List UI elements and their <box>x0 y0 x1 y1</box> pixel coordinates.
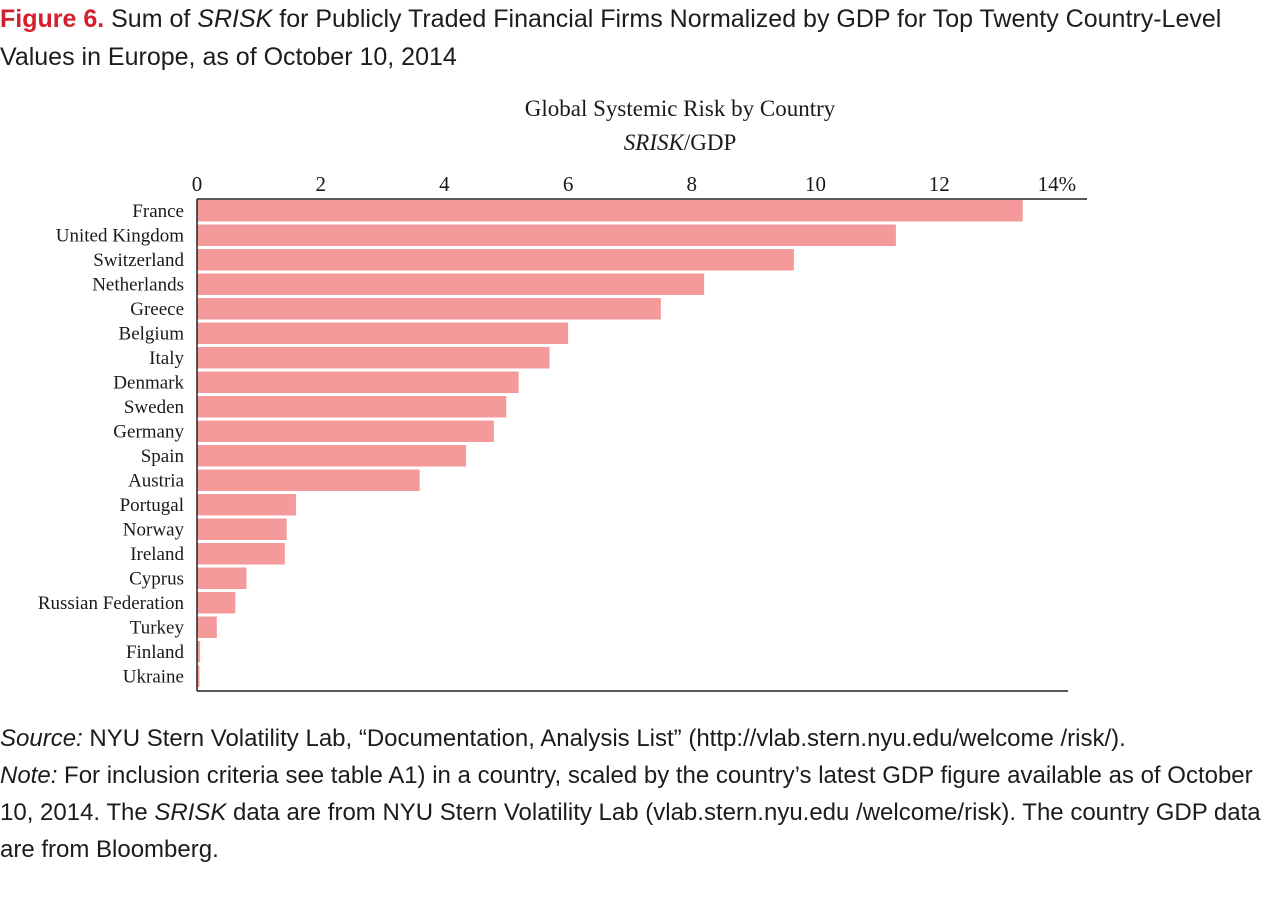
category-label: United Kingdom <box>56 225 184 246</box>
bar <box>197 592 236 614</box>
note-paragraph: Note: For inclusion criteria see table A… <box>0 757 1275 868</box>
x-tick-labels: 0 2 4 6 8 10 12 14% <box>192 172 1076 196</box>
bar <box>197 347 550 369</box>
bar <box>197 322 569 344</box>
bar <box>197 200 1023 222</box>
figure-label: Figure 6. <box>0 5 105 33</box>
bar <box>197 371 519 393</box>
caption-text-a: Sum of <box>104 5 198 33</box>
bar-chart: 0 2 4 6 8 10 12 14% France United Kingdom Switzer… <box>38 172 1087 692</box>
note-text-b: data are from NYU Stern Volatility Lab (… <box>0 799 1261 863</box>
bar <box>197 543 285 565</box>
source-text: NYU Stern Volatility Lab, “Documentation… <box>82 725 1126 752</box>
figure-caption: Figure 6. Sum of SRISK for Publicly Trad… <box>0 0 1270 76</box>
category-label: Ireland <box>130 544 184 565</box>
chart-subtitle-srisk: SRISK <box>623 130 684 155</box>
chart-subtitle: SRISK/GDP <box>330 130 1030 156</box>
x-tick-label: 14% <box>1038 172 1077 196</box>
caption-srisk: SRISK <box>197 5 273 33</box>
category-label: Italy <box>149 348 184 369</box>
bar <box>197 396 507 418</box>
note-label: Note: <box>0 762 58 789</box>
category-label: Ukraine <box>123 666 184 687</box>
source-note: Source: NYU Stern Volatility Lab, “Docum… <box>0 720 1275 757</box>
category-label: Switzerland <box>93 250 184 271</box>
bar <box>197 567 247 589</box>
category-label: Greece <box>130 299 184 320</box>
category-label: Austria <box>128 470 185 491</box>
category-label: Finland <box>126 642 185 663</box>
category-label: Sweden <box>124 397 185 418</box>
category-label: Denmark <box>113 372 184 393</box>
category-label: Turkey <box>130 617 185 638</box>
category-label: France <box>132 201 184 222</box>
x-tick-label: 12 <box>929 172 950 196</box>
x-tick-label: 2 <box>315 172 326 196</box>
bars <box>197 200 1023 687</box>
bar <box>197 469 420 491</box>
note-srisk: SRISK <box>154 799 227 826</box>
bar <box>197 420 494 442</box>
x-tick-label: 10 <box>805 172 826 196</box>
notes: Source: NYU Stern Volatility Lab, “Docum… <box>0 720 1275 868</box>
category-label: Belgium <box>119 323 185 344</box>
chart-subtitle-gdp: /GDP <box>683 130 737 155</box>
chart-title: Global Systemic Risk by Country <box>524 96 836 121</box>
bar <box>197 445 467 467</box>
category-label: Netherlands <box>92 274 184 295</box>
bar <box>197 298 661 320</box>
bar <box>197 518 287 540</box>
x-tick-label: 6 <box>563 172 574 196</box>
bar <box>197 641 201 663</box>
bar <box>197 665 200 687</box>
note-text-a: For inclusion criteria see table A1) in … <box>0 762 1253 826</box>
category-labels: France United Kingdom Switzerland Netherlan… <box>38 201 185 688</box>
x-tick-label: 0 <box>192 172 203 196</box>
bar <box>197 494 296 516</box>
category-label: Spain <box>141 446 185 467</box>
bar <box>197 224 896 246</box>
category-label: Russian Federation <box>38 593 185 614</box>
x-tick-label: 8 <box>687 172 698 196</box>
category-label: Cyprus <box>129 568 184 589</box>
category-label: Germany <box>113 421 184 442</box>
source-label: Source: <box>0 725 83 752</box>
bar <box>197 273 705 295</box>
bar <box>197 249 794 271</box>
category-label: Norway <box>123 519 185 540</box>
category-label: Portugal <box>120 495 184 516</box>
bar <box>197 616 217 638</box>
x-tick-label: 4 <box>439 172 450 196</box>
caption-text-c: for Publicly Traded Financial Firms Norm… <box>0 5 1222 71</box>
